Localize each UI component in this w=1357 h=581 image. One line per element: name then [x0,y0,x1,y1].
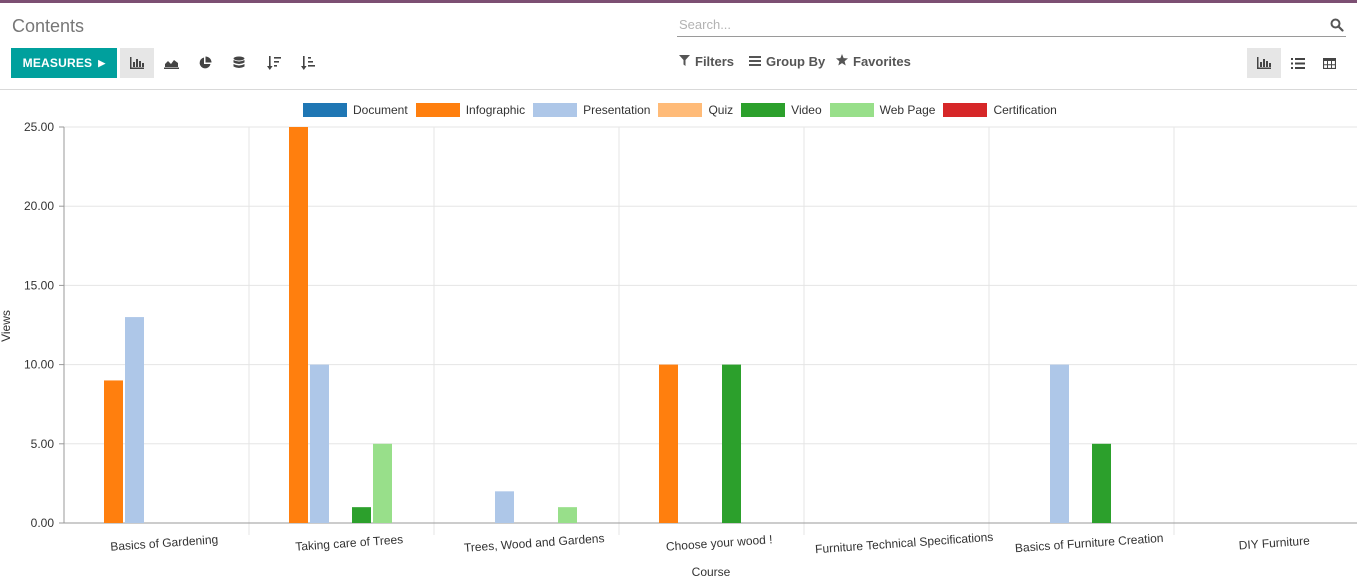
bar-web-page-trees-wood-and-gardens [558,507,577,523]
legend-item-infographic[interactable]: Infographic [415,103,526,117]
list-view-button[interactable] [1281,48,1315,78]
groupby-dropdown[interactable]: Group By [749,54,825,69]
pivot-view-button[interactable] [1312,48,1346,78]
y-tick-label: 5.00 [31,437,55,451]
control-panel-divider [0,89,1357,90]
bar-video-basics-of-furniture-creation [1092,443,1111,523]
bar-presentation-basics-of-furniture-creation [1050,364,1069,523]
bar-web-page-taking-care-of-trees [373,443,392,523]
filter-icon [679,54,690,69]
x-tick-label: Trees, Wood and Gardens [464,531,605,555]
legend-label: Presentation [583,103,651,117]
x-tick-label: DIY Furniture [1238,534,1310,553]
x-axis-title: Course [692,565,731,579]
bars-icon [749,54,761,69]
y-tick-label: 20.00 [24,199,54,213]
x-tick-label: Basics of Furniture Creation [1015,531,1164,555]
sort-ascending-icon [301,56,315,70]
legend-item-certification[interactable]: Certification [943,103,1057,117]
sort-ascending-button[interactable] [291,48,325,78]
y-tick-label: 10.00 [24,358,54,372]
caret-right-icon: ▶ [98,57,106,68]
bar-video-choose-your-wood [722,364,741,523]
legend-item-web-page[interactable]: Web Page [829,103,936,117]
pie-chart-button[interactable] [188,48,222,78]
x-tick-label: Furniture Technical Specifications [815,530,994,556]
list-view-icon [1291,57,1305,69]
measures-button[interactable]: MEASURES ▶ [11,48,117,78]
legend-item-video[interactable]: Video [741,103,822,117]
stacked-button[interactable] [222,48,256,78]
legend-swatch [415,103,460,117]
top-accent-bar [0,0,1357,3]
favorites-dropdown[interactable]: Favorites [836,54,911,69]
legend-label: Video [791,103,822,117]
sort-descending-button[interactable] [257,48,291,78]
measures-label: MEASURES [22,56,93,70]
search-input[interactable] [677,12,1317,36]
star-icon [836,54,848,69]
area-chart-icon [163,57,179,69]
bar-presentation-basics-of-gardening [125,317,144,523]
bar-presentation-trees-wood-and-gardens [495,491,514,523]
filters-dropdown[interactable]: Filters [679,54,734,69]
legend-item-document[interactable]: Document [303,103,408,117]
search-icon[interactable] [1330,17,1344,32]
y-axis-title: Views [0,310,13,342]
legend-label: Certification [993,103,1057,117]
legend-label: Quiz [708,103,734,117]
favorites-label: Favorites [853,54,911,69]
graph-view-icon [1257,57,1271,69]
y-tick-label: 15.00 [24,278,54,292]
legend-swatch [829,103,874,117]
search-bar[interactable] [677,12,1346,37]
bar-presentation-taking-care-of-trees [310,364,329,523]
pivot-view-icon [1322,57,1336,69]
y-tick-label: 25.00 [24,120,54,134]
bar-video-taking-care-of-trees [352,507,371,523]
page-title: Contents [12,16,85,36]
x-tick-label: Basics of Gardening [110,532,219,554]
sort-descending-icon [267,56,281,70]
legend-swatch [943,103,988,117]
y-tick-label: 0.00 [31,516,55,530]
legend-item-quiz[interactable]: Quiz [658,103,733,117]
legend-item-presentation[interactable]: Presentation [533,103,650,117]
legend-swatch [303,103,347,117]
bar-infographic-choose-your-wood [659,364,678,523]
line-chart-button[interactable] [154,48,188,78]
bar-chart-button[interactable] [120,48,154,78]
bar-infographic-basics-of-gardening [104,380,123,523]
legend-label: Document [353,103,408,117]
legend-swatch [658,103,703,117]
legend-label: Web Page [879,103,936,117]
legend-swatch [741,103,786,117]
graph-view-button[interactable] [1247,48,1281,78]
x-tick-label: Taking care of Trees [295,532,404,554]
bar-infographic-taking-care-of-trees [289,127,308,523]
filters-label: Filters [695,54,735,69]
bar-chart-icon [130,57,144,69]
chart-legend: Document Infographic Presentation Quiz Video… [303,101,1059,119]
legend-swatch [533,103,578,117]
groupby-label: Group By [766,54,826,69]
database-icon [233,56,245,70]
x-tick-label: Choose your wood ! [665,532,772,553]
legend-label: Infographic [465,103,526,117]
pie-chart-icon [198,56,212,70]
